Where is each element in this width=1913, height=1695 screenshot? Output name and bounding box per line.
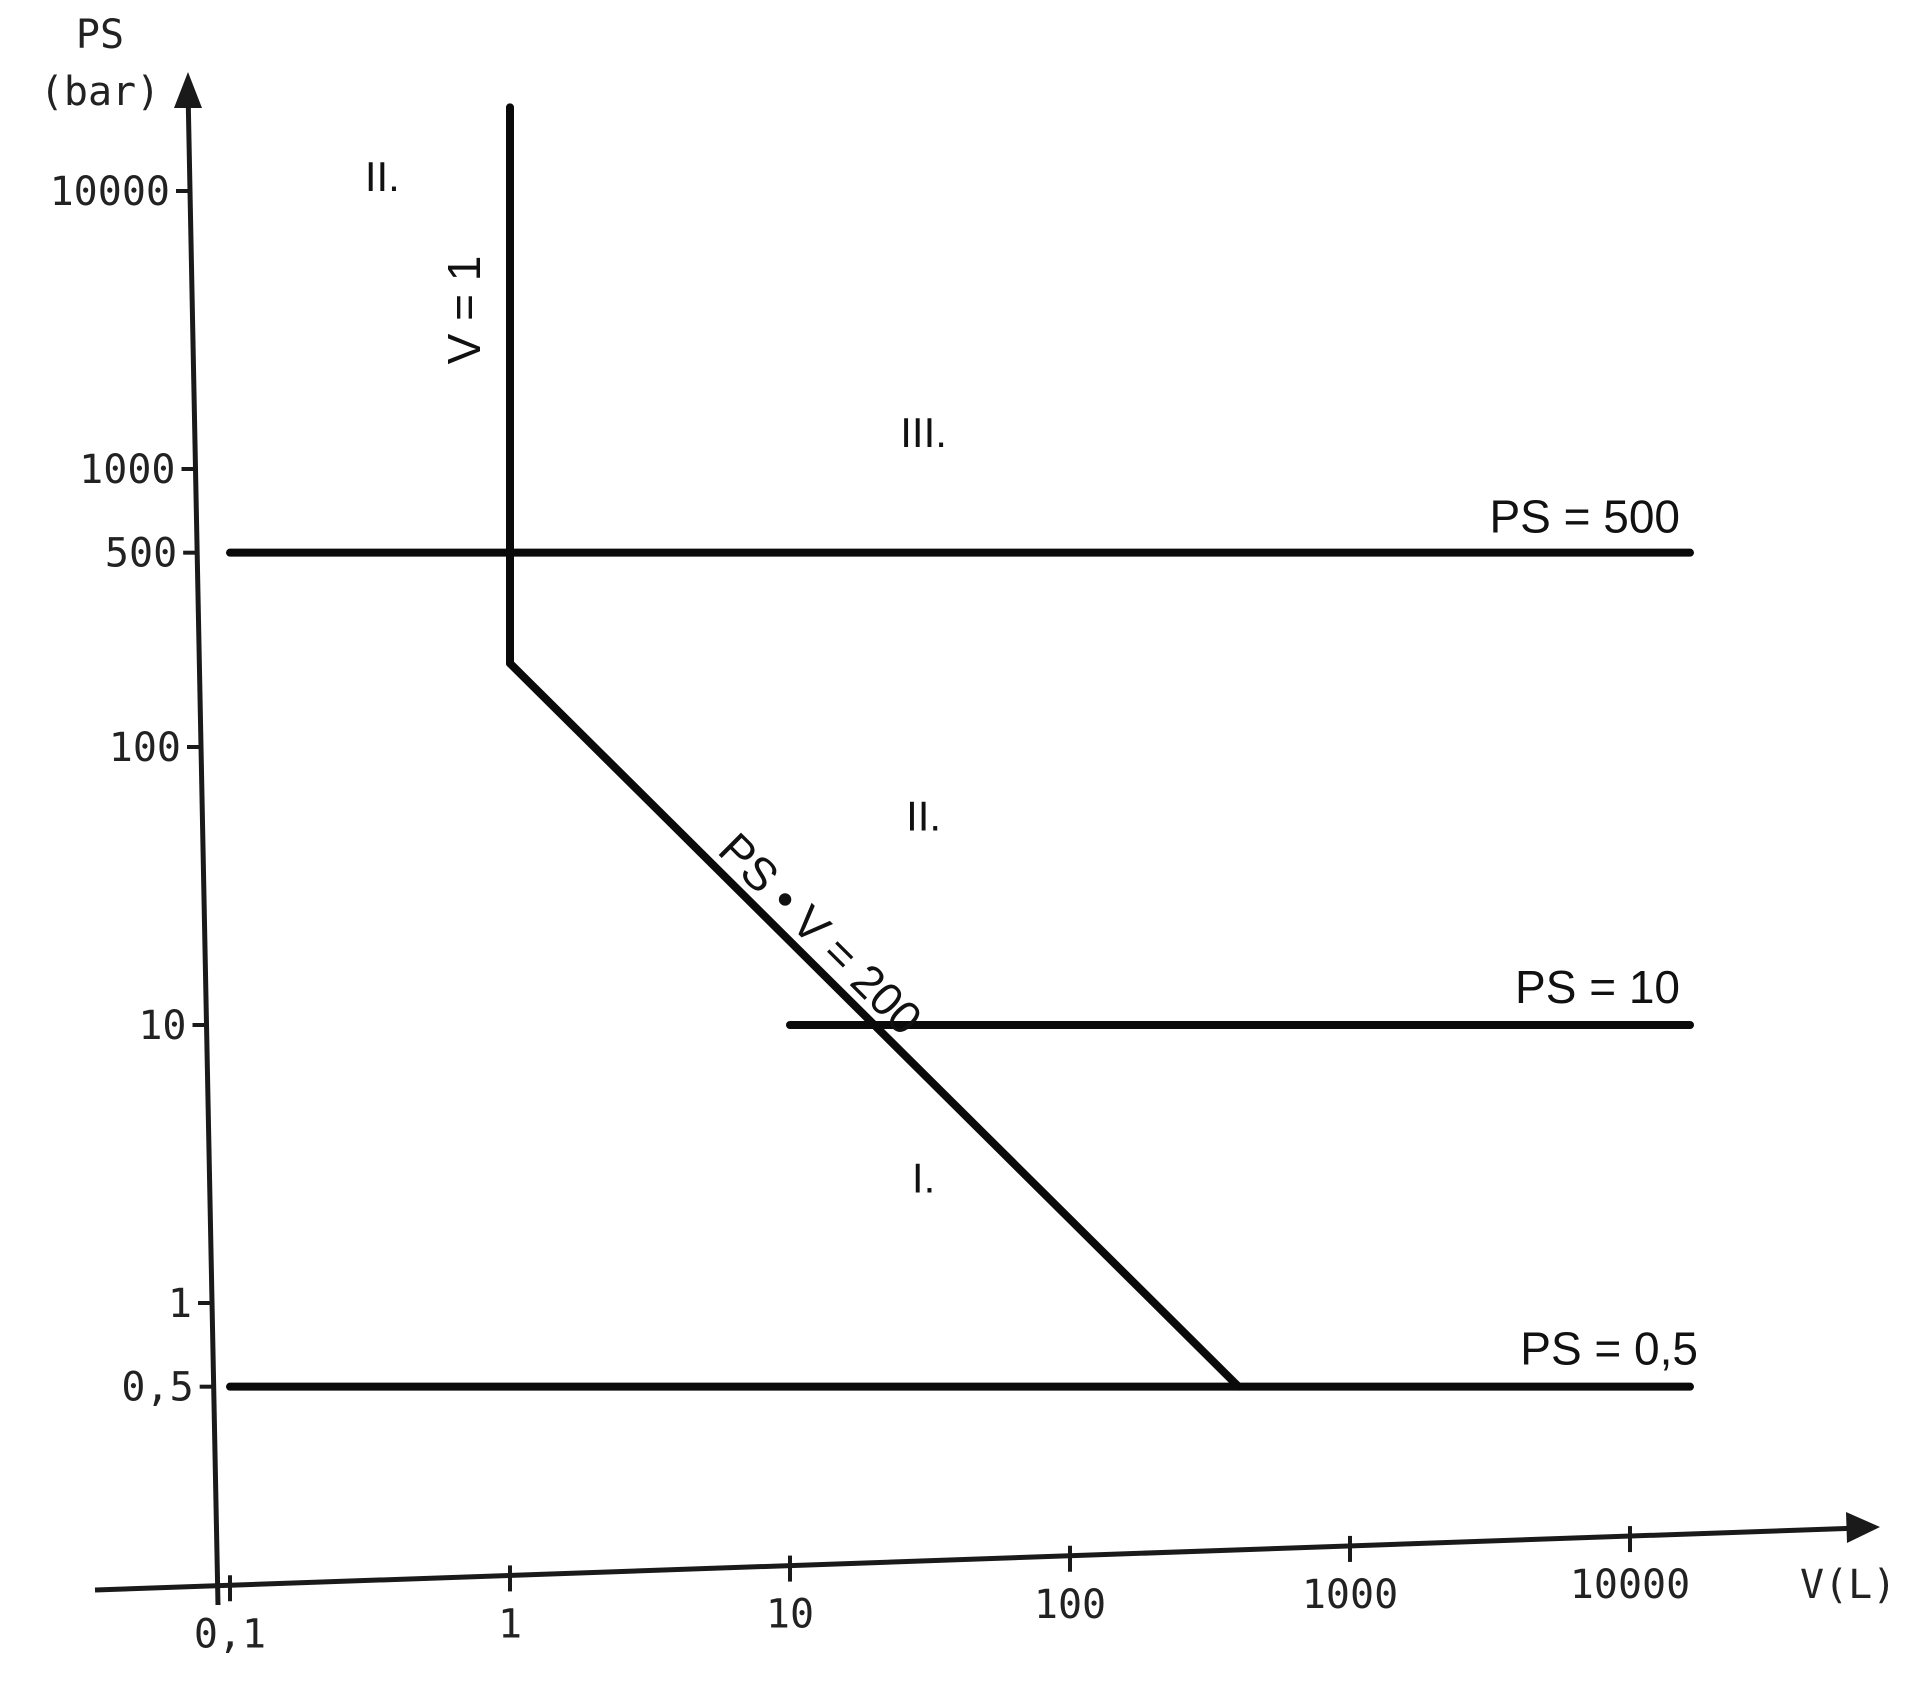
x-axis-line bbox=[94, 1525, 1861, 1593]
x-axis-title: V(L) bbox=[1800, 1562, 1896, 1608]
x-tick-label: 1000 bbox=[1302, 1572, 1398, 1618]
y-tick-label: 0,5 bbox=[121, 1365, 193, 1411]
y-axis-ticks: 0,5 1 10 100 500 1000 10000 bbox=[50, 169, 214, 1411]
region-labels: II. III. II. I. bbox=[365, 153, 947, 1201]
y-axis-arrow bbox=[174, 72, 202, 108]
series-label-ps10: PS = 10 bbox=[1515, 961, 1680, 1013]
x-tick-label: 10000 bbox=[1570, 1562, 1690, 1608]
x-axis-arrow bbox=[1846, 1512, 1880, 1543]
y-tick-label: 10000 bbox=[50, 169, 170, 215]
y-tick-label: 10 bbox=[138, 1003, 186, 1049]
x-tick-label: 10 bbox=[766, 1592, 814, 1638]
y-tick-label: 100 bbox=[109, 725, 181, 771]
x-axis-ticks: 0,1 1 10 100 1000 10000 bbox=[194, 1526, 1690, 1657]
series-label-ps500: PS = 500 bbox=[1489, 491, 1680, 543]
x-tick-label: 0,1 bbox=[194, 1611, 266, 1657]
y-axis-line bbox=[185, 89, 221, 1606]
y-axis-title-line2: (bar) bbox=[40, 69, 160, 115]
series-label-ps05: PS = 0,5 bbox=[1520, 1323, 1698, 1375]
series-line-psv200 bbox=[506, 659, 1243, 1391]
y-tick-label: 1000 bbox=[79, 447, 175, 493]
y-axis-title-line1: PS bbox=[76, 12, 124, 58]
series-label-v1: V = 1 bbox=[438, 256, 490, 365]
region-label-r_ii: II. bbox=[906, 793, 941, 840]
x-tick-label: 100 bbox=[1034, 1582, 1106, 1628]
series-label-psv200: PS • V = 200 bbox=[709, 823, 932, 1045]
y-tick-label: 500 bbox=[105, 531, 177, 577]
x-tick-label: 1 bbox=[498, 1601, 522, 1647]
region-label-r_top_left: II. bbox=[365, 153, 400, 200]
axes bbox=[94, 72, 1880, 1606]
y-tick-label: 1 bbox=[168, 1281, 192, 1327]
boundary-lines bbox=[226, 103, 1694, 1391]
region-label-r_iii: III. bbox=[900, 409, 947, 456]
region-label-r_i: I. bbox=[912, 1154, 935, 1201]
